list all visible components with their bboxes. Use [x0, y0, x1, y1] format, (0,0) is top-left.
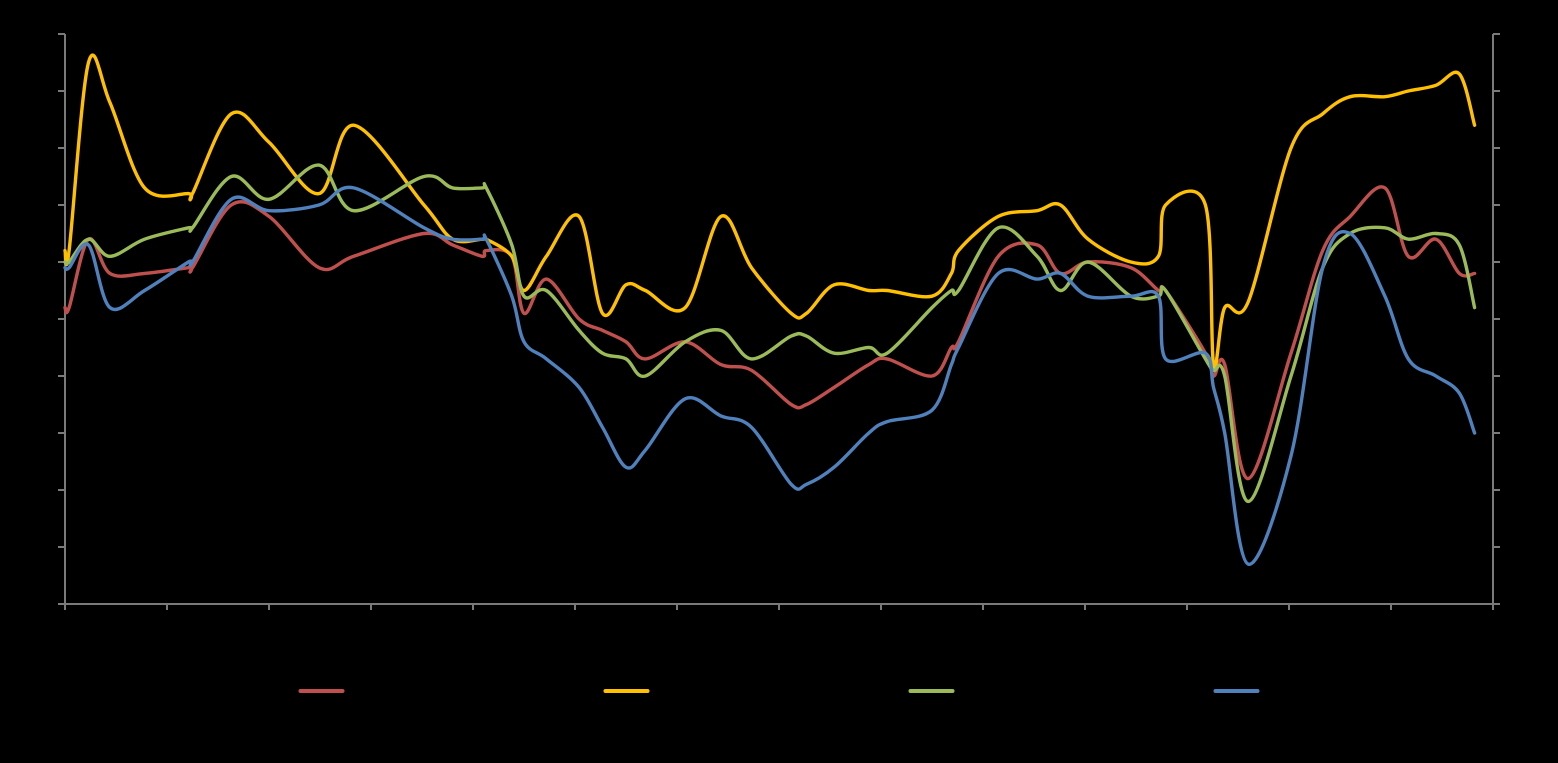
series-line-1 — [63, 185, 1477, 481]
series-lines — [63, 53, 1477, 566]
series-line-2 — [63, 53, 1477, 370]
axis-ticks — [58, 33, 1500, 610]
series-line-4 — [63, 185, 1477, 566]
series-line-3 — [63, 163, 1477, 504]
